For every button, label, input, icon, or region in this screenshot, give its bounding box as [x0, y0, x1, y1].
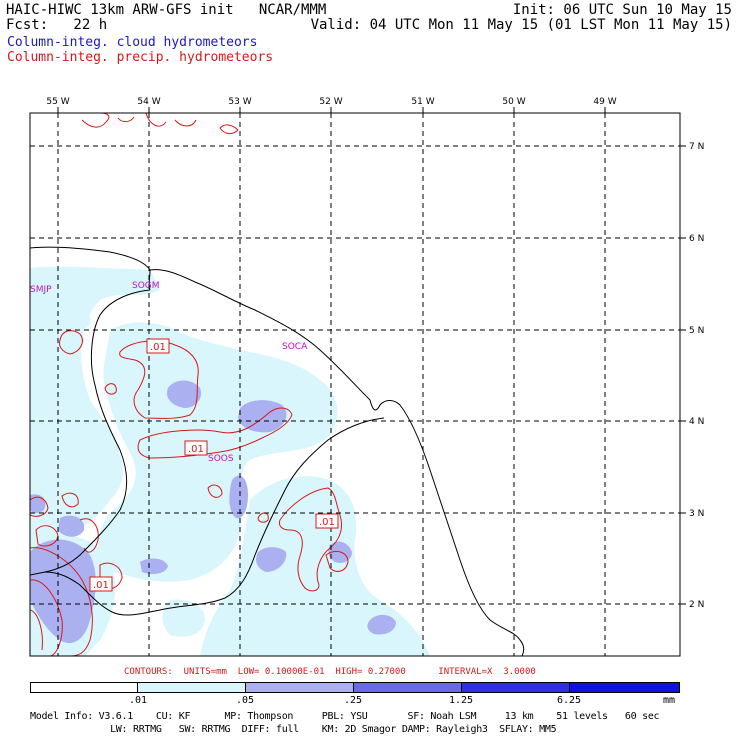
lon-ticks — [57, 107, 606, 113]
lon-label: 54 W — [137, 97, 160, 107]
contour-label: .01 — [93, 580, 109, 591]
colorbar-swatch-4 — [461, 682, 570, 693]
init-time: Init: 06 UTC Sun 10 May 15 — [512, 2, 732, 18]
contour-label: .01 — [319, 517, 335, 528]
model-info-line-2: LW: RRTMG SW: RRTMG DIFF: full KM: 2D Sm… — [30, 724, 557, 735]
forecast-hour: Fcst: 22 h — [6, 17, 108, 33]
lat-label: 3 N — [689, 509, 704, 519]
lat-ticks — [680, 145, 686, 605]
contour-label: .01 — [150, 342, 166, 353]
valid-time: Valid: 04 UTC Mon 11 May 15 (01 LST Mon … — [310, 17, 732, 33]
graticule — [30, 113, 680, 656]
station-label-soca: SOCA — [282, 342, 308, 352]
shade-level-2 — [30, 380, 396, 644]
legend-cloud-label: Column-integ. cloud hydrometeors — [7, 35, 258, 50]
colorbar-swatch-1 — [137, 682, 246, 693]
colorbar-tick: .05 — [236, 695, 255, 706]
colorbar-units: mm — [663, 695, 676, 706]
lon-label: 51 W — [411, 97, 434, 107]
lat-label: 5 N — [689, 326, 704, 336]
lon-label: 52 W — [319, 97, 342, 107]
colorbar-tick: 1.25 — [449, 695, 474, 706]
lon-label: 53 W — [228, 97, 251, 107]
colorbar-swatch-2 — [245, 682, 354, 693]
lat-label: 6 N — [689, 234, 704, 244]
contour-label: .01 — [188, 444, 204, 455]
model-info-line-1: Model Info: V3.6.1 CU: KF MP: Thompson P… — [30, 711, 660, 722]
colorbar-tick: .01 — [129, 695, 148, 706]
station-label-soos: SOOS — [208, 454, 234, 464]
coastline — [30, 246, 525, 656]
lat-label: 4 N — [689, 417, 704, 427]
lon-label: 55 W — [46, 97, 69, 107]
map-frame — [29, 112, 681, 657]
colorbar-swatch-3 — [353, 682, 462, 693]
legend-precip-label: Column-integ. precip. hydrometeors — [7, 50, 274, 65]
country-border — [30, 289, 385, 616]
station-label-sogm: SOGM — [132, 281, 160, 291]
lat-label: 2 N — [689, 600, 704, 610]
lon-label: 50 W — [502, 97, 525, 107]
lat-label: 7 N — [689, 142, 704, 152]
colorbar-tick: 6.25 — [557, 695, 582, 706]
colorbar-swatch-5 — [569, 682, 680, 693]
contours-info: CONTOURS: UNITS=mm LOW= 0.10000E-01 HIGH… — [124, 667, 536, 677]
station-label-smjp: SMJP — [30, 285, 52, 295]
plot-title: HAIC-HIWC 13km ARW-GFS init NCAR/MMM — [6, 2, 327, 18]
colorbar-swatch-0 — [30, 682, 138, 693]
lon-label: 49 W — [593, 97, 616, 107]
colorbar-tick: .25 — [344, 695, 363, 706]
